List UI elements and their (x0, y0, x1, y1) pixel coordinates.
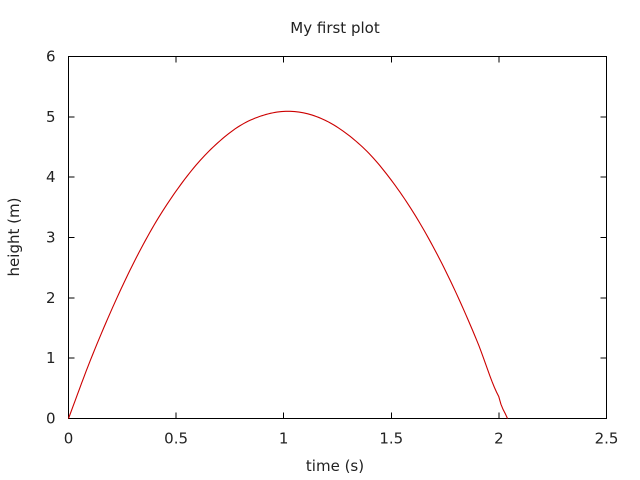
plot-frame (68, 56, 607, 419)
x-tick-label: 1.5 (379, 430, 403, 448)
y-tick-label: 5 (46, 108, 56, 126)
y-tick-label: 2 (46, 289, 56, 307)
y-tick-labels: 0 1 2 3 4 5 6 (46, 48, 56, 428)
data-series (67, 110, 509, 419)
x-tick-label: 2.5 (595, 430, 619, 448)
x-tick-label: 1 (279, 430, 289, 448)
x-tick-labels: 0 0.5 1 1.5 2 2.5 (64, 430, 619, 448)
chart-title: My first plot (290, 19, 380, 37)
y-tick-label: 0 (46, 410, 56, 428)
x-tick-label: 2 (494, 430, 504, 448)
y-tick-label: 4 (46, 168, 56, 186)
y-tick-label: 6 (46, 48, 56, 66)
y-tick-label: 1 (46, 349, 56, 367)
x-tick-label: 0.5 (164, 430, 188, 448)
x-axis-label: time (s) (306, 457, 364, 475)
y-axis-label: height (m) (5, 198, 23, 277)
x-tick-label: 0 (64, 430, 74, 448)
axis-ticks (68, 56, 607, 419)
series-line (67, 110, 509, 419)
y-tick-label: 3 (46, 229, 56, 247)
